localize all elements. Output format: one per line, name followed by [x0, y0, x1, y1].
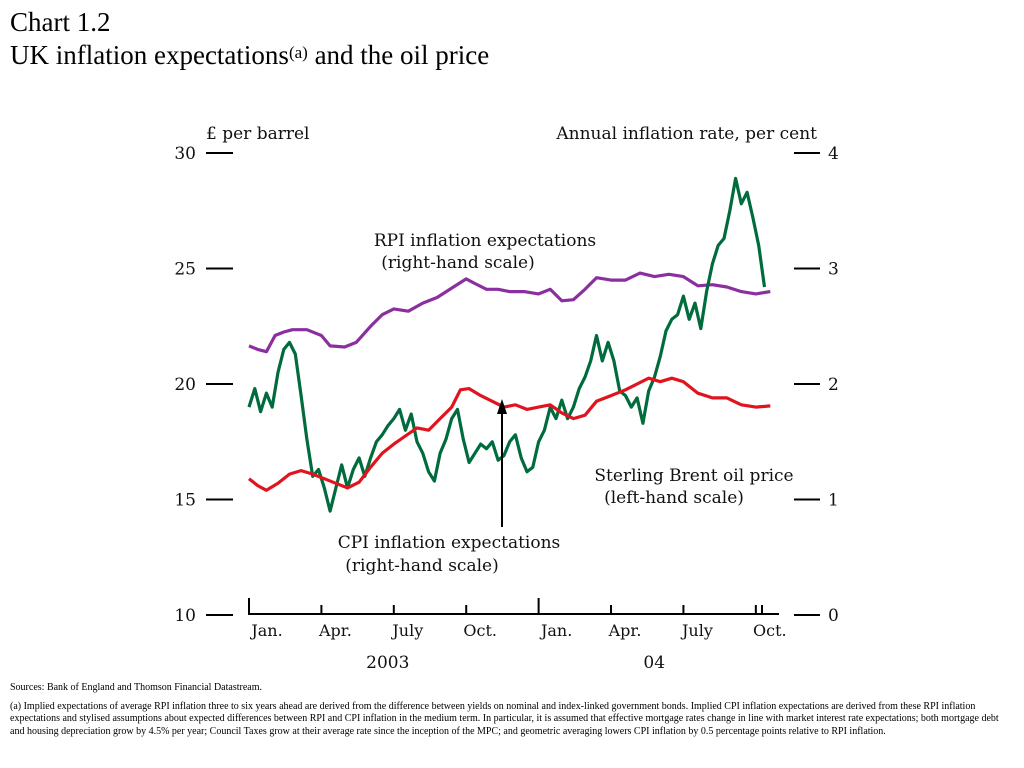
- left-tick-label: 10: [174, 606, 196, 626]
- chart-heading-end: and the oil price: [307, 40, 490, 70]
- left-tick-label: 15: [174, 491, 196, 511]
- left-tick-label: 20: [174, 375, 196, 395]
- month-label: Apr.: [608, 621, 642, 640]
- month-label: Apr.: [318, 621, 352, 640]
- right-tick-label: 1: [828, 491, 839, 511]
- month-label: July: [680, 621, 713, 640]
- rpi-inflation-expectations-line: [248, 271, 771, 354]
- left-tick-label: 30: [174, 144, 196, 164]
- chart-heading: UK inflation expectations(a) and the oil…: [10, 38, 489, 72]
- footnotes: Sources: Bank of England and Thomson Fin…: [10, 682, 1015, 744]
- label-layer: 10 15 20 25 30 0 1 2 3 4 £ per barrel Annual inflat…: [174, 124, 838, 673]
- oil-annotation-line1: Sterling Brent oil price: [594, 466, 793, 486]
- year-label: 04: [643, 653, 665, 673]
- right-tick-label: 3: [828, 260, 839, 280]
- axis-layer: [206, 152, 820, 616]
- footnote-a: (a) Implied expectations of average RPI …: [10, 700, 999, 737]
- left-axis-title: £ per barrel: [206, 124, 309, 144]
- cpi-annotation-line1: CPI inflation expectations: [338, 533, 561, 553]
- sources-note: Sources: Bank of England and Thomson Fin…: [10, 682, 262, 693]
- month-label: Jan.: [249, 621, 282, 640]
- series-layer: [247, 176, 771, 513]
- rpi-annotation-line1: RPI inflation expectations: [374, 231, 596, 251]
- cpi-pointer-arrowhead: [497, 399, 507, 414]
- chart-title: Chart 1.2 UK inflation expectations(a) a…: [10, 6, 489, 72]
- month-label: Jan.: [539, 621, 572, 640]
- oil-annotation-line2: (left-hand scale): [604, 488, 744, 508]
- month-label: Oct.: [753, 621, 787, 640]
- cpi-annotation-line2: (right-hand scale): [345, 556, 498, 576]
- month-label: July: [390, 621, 423, 640]
- month-label: Oct.: [463, 621, 497, 640]
- rpi-annotation-line2: (right-hand scale): [381, 253, 534, 273]
- right-tick-label: 0: [828, 606, 839, 626]
- chart-canvas: 10 15 20 25 30 0 1 2 3 4 £ per barrel Annual inflat…: [174, 124, 838, 673]
- chart-heading-main: UK inflation expectations: [10, 40, 289, 70]
- chart-number: Chart 1.2: [10, 7, 111, 37]
- cpi-inflation-expectations-line: [248, 376, 771, 492]
- sterling-brent-oil-price-line: [247, 176, 767, 513]
- right-tick-label: 4: [828, 144, 839, 164]
- footnote-marker: (a): [288, 43, 308, 62]
- right-tick-label: 2: [828, 375, 839, 395]
- year-label: 2003: [366, 653, 409, 673]
- left-tick-label: 25: [174, 260, 196, 280]
- right-axis-title: Annual inflation rate, per cent: [555, 124, 817, 144]
